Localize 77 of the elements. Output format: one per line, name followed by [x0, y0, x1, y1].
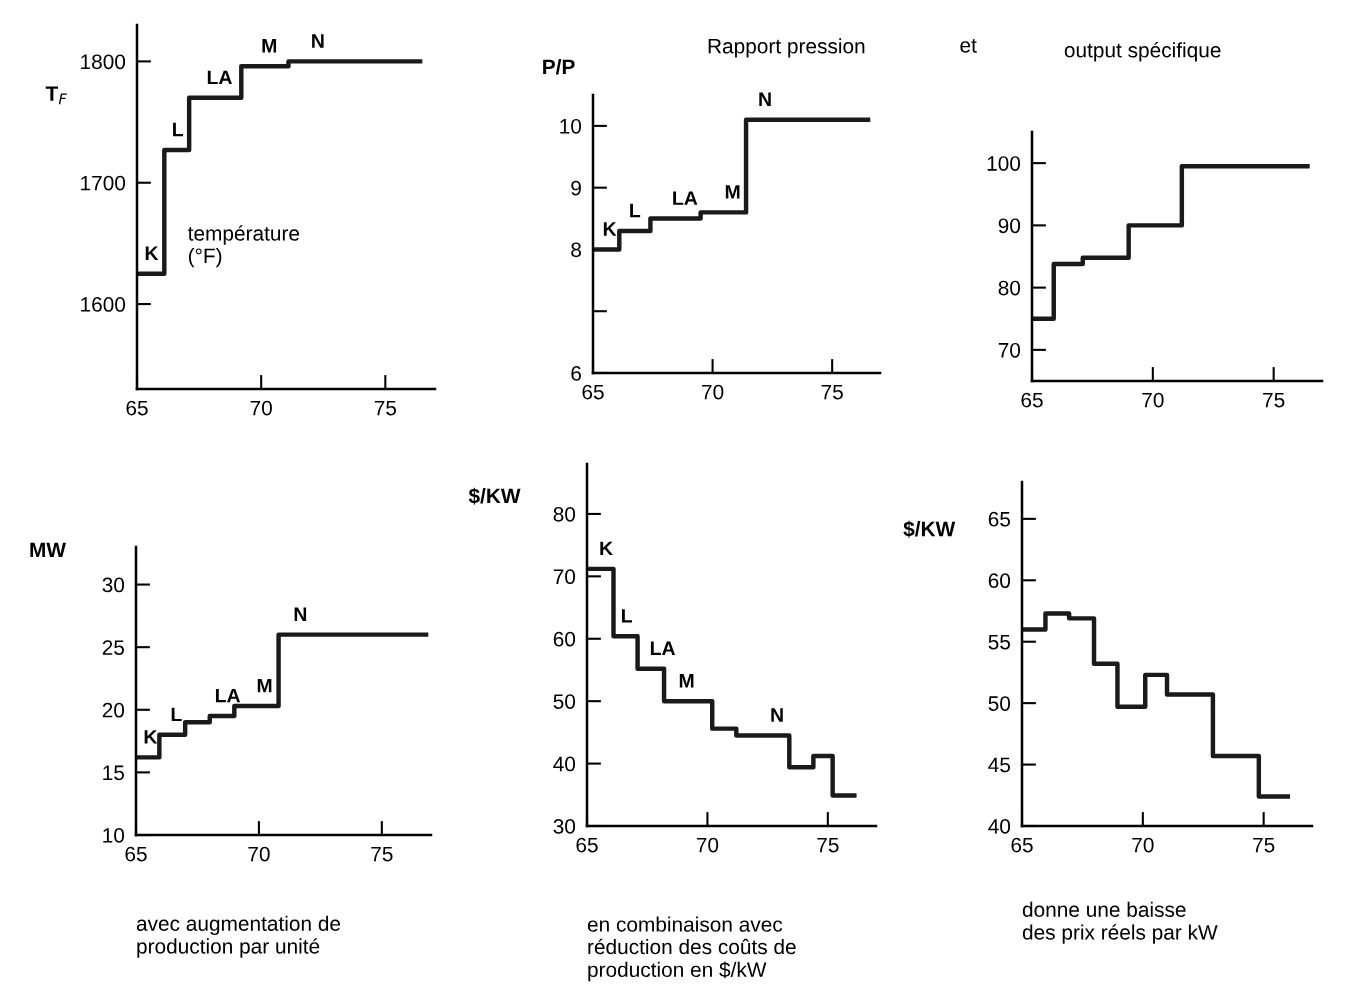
y-tick-label: 45 [988, 757, 1011, 773]
y-tick-label: 100 [987, 156, 1021, 171]
y-tick-label: 90 [998, 218, 1021, 234]
y-tick-label: 10 [103, 828, 125, 843]
x-tick-label: 70 [696, 837, 719, 853]
annotation: LA [207, 70, 232, 85]
annotation: LA [215, 688, 241, 703]
y-tick-label: 8 [571, 242, 581, 258]
annotation: K [145, 246, 159, 260]
y-tick-label: 9 [571, 180, 581, 196]
y-tick-label: 30 [553, 819, 576, 834]
annotation: L [630, 203, 641, 218]
y-tick-label: 80 [998, 280, 1021, 296]
y-tick-label: 30 [102, 577, 125, 593]
annotation: K [603, 222, 617, 236]
annotation: N [759, 92, 771, 106]
x-tick-label: 65 [582, 384, 604, 400]
y-tick-label: 1800 [81, 54, 126, 70]
chart-title: Rapport pression [708, 38, 865, 58]
y-axis-title: P/P [543, 58, 575, 75]
text: donne une baisse des prix réels par kW [1022, 901, 1218, 944]
annotation: M [257, 678, 272, 693]
y-tick-label: 50 [553, 694, 576, 709]
x-tick-label: 70 [1142, 392, 1164, 408]
annotation: M [679, 674, 694, 688]
annotation: LA [650, 641, 676, 655]
x-tick-label: 75 [1263, 392, 1285, 408]
y-axis-title: T$_{F}$ [45, 86, 67, 105]
annotation: M [725, 185, 740, 199]
y-tick-label: 6 [571, 366, 581, 381]
x-tick-label: 70 [1132, 837, 1154, 853]
y-tick-label: 50 [988, 696, 1011, 711]
x-tick-label: 65 [1011, 837, 1033, 853]
y-tick-label: 70 [998, 342, 1021, 358]
y-tick-label: 65 [988, 511, 1011, 527]
x-tick-label: 75 [371, 846, 393, 862]
y-axis-title: $/KW [903, 520, 956, 538]
annotation: N [771, 708, 783, 722]
y-tick-label: 70 [553, 569, 576, 585]
y-tick-label: 15 [103, 765, 125, 781]
y-tick-label: 20 [102, 702, 125, 718]
y-tick-label: 40 [988, 819, 1011, 834]
annotation: température (°F) [187, 225, 300, 268]
text: et [960, 39, 977, 53]
x-tick-label: 70 [702, 384, 724, 400]
x-tick-label: 75 [1253, 837, 1275, 853]
y-tick-label: 80 [553, 506, 576, 522]
y-tick-label: 1700 [81, 175, 126, 191]
y-tick-label: 40 [553, 756, 576, 772]
annotation: M [262, 39, 277, 53]
annotation: L [171, 707, 182, 722]
y-tick-label: 60 [988, 573, 1011, 589]
x-tick-label: 70 [248, 846, 270, 862]
y-tick-label: 60 [553, 631, 576, 647]
annotation: K [144, 730, 158, 744]
text: en combinaison avec réduction des coûts de production en $/kW [587, 916, 796, 982]
x-tick-label: 65 [126, 400, 148, 416]
y-tick-label: 55 [988, 634, 1011, 650]
annotation: N [294, 607, 307, 621]
annotation: LA [673, 191, 698, 205]
chart-title: output spécifique [1064, 41, 1221, 62]
x-tick-label: 75 [817, 837, 839, 853]
x-tick-label: 75 [374, 400, 397, 416]
y-tick-label: 1600 [81, 297, 126, 312]
x-tick-label: 65 [125, 846, 147, 862]
y-tick-label: 25 [102, 640, 125, 655]
x-tick-label: 70 [250, 400, 272, 416]
x-tick-label: 75 [821, 384, 843, 400]
y-axis-title: $/KW [468, 487, 521, 505]
x-tick-label: 65 [1021, 392, 1043, 408]
y-tick-label: 10 [560, 118, 582, 134]
annotation: L [622, 609, 632, 623]
annotation: L [173, 122, 184, 137]
y-axis-title: MW [30, 542, 66, 558]
annotation: K [600, 541, 613, 556]
text: avec augmentation de production par unité [136, 915, 341, 958]
annotation: N [312, 34, 324, 48]
